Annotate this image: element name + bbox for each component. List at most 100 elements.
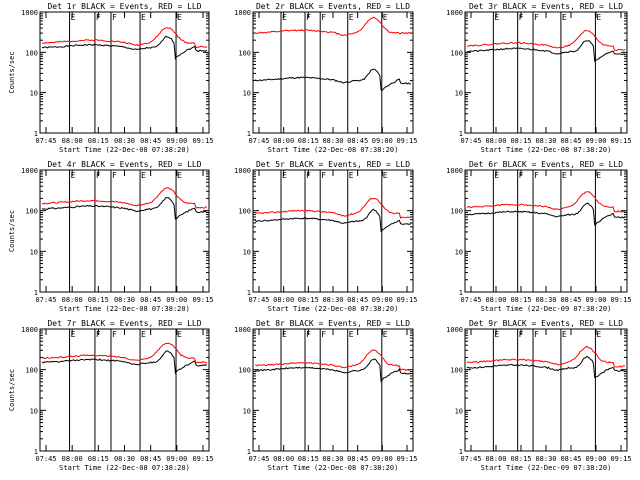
- y-tick-label: 1000: [21, 167, 38, 175]
- series-events: [466, 355, 626, 379]
- series-events: [254, 68, 412, 91]
- marker-label: E: [177, 330, 182, 339]
- x-tick-label: 09:00: [372, 137, 393, 145]
- x-tick-label: 08:00: [62, 455, 83, 463]
- y-tick-label: 1000: [446, 9, 463, 17]
- plot-frame: [464, 328, 628, 452]
- marker-label: E: [494, 13, 499, 22]
- marker-label: E: [562, 171, 567, 180]
- y-axis-label: Counts/sec: [8, 369, 16, 411]
- y-tick-label: 1000: [21, 9, 38, 17]
- panel-title: Det 5r BLACK = Events, RED = LLD: [256, 160, 410, 169]
- x-tick-label: 08:15: [298, 455, 319, 463]
- marker-label: F: [306, 330, 311, 339]
- x-tick-label: 09:00: [166, 137, 187, 145]
- panel-title: Det 2r BLACK = Events, RED = LLD: [256, 2, 410, 11]
- x-tick-label: 09:00: [585, 137, 606, 145]
- x-tick-label: 08:30: [535, 455, 556, 463]
- marker-label: F: [321, 171, 326, 180]
- x-tick-label: 08:30: [535, 137, 556, 145]
- x-tick-label: 08:00: [273, 296, 294, 304]
- y-tick-label: 100: [25, 208, 38, 216]
- x-tick-label: 08:30: [114, 296, 135, 304]
- y-tick-label: 100: [238, 208, 251, 216]
- x-tick-label: 08:30: [114, 137, 135, 145]
- x-tick-label: 08:45: [347, 455, 368, 463]
- marker-label: E: [562, 13, 567, 22]
- panel-8: Det 8r BLACK = Events, RED = LLD 1 10 100 10…: [234, 319, 417, 472]
- y-tick-label: 10: [30, 248, 38, 256]
- x-tick-label: 07:45: [35, 296, 56, 304]
- panel-title: Det 4r BLACK = Events, RED = LLD: [47, 160, 201, 169]
- marker-label: E: [383, 171, 388, 180]
- y-tick-label: 10: [30, 407, 38, 415]
- panel-title: Det 1r BLACK = Events, RED = LLD: [47, 2, 201, 11]
- x-tick-label: 07:45: [248, 137, 269, 145]
- marker-label: F: [306, 13, 311, 22]
- series-events: [255, 358, 412, 383]
- series-lld: [466, 345, 626, 368]
- x-tick-label: 08:30: [114, 455, 135, 463]
- series-events: [41, 35, 208, 60]
- marker-label: F: [321, 13, 326, 22]
- marker-label: F: [112, 330, 117, 339]
- y-tick-label: 1: [247, 289, 251, 297]
- series-events: [466, 202, 626, 226]
- panel-title: Det 3r BLACK = Events, RED = LLD: [469, 2, 623, 11]
- plot-frame: [252, 328, 414, 452]
- x-tick-label: 09:15: [192, 455, 213, 463]
- marker-label: E: [141, 171, 146, 180]
- plot-frame: [39, 328, 210, 452]
- x-tick-label: 09:15: [396, 137, 417, 145]
- y-tick-label: 1: [34, 448, 38, 456]
- panel-4: Det 4r BLACK = Events, RED = LLD 1 10 100 10…: [8, 160, 214, 313]
- y-tick-label: 100: [25, 367, 38, 375]
- x-tick-label: 07:45: [248, 296, 269, 304]
- x-tick-label: 08:00: [485, 455, 506, 463]
- y-tick-label: 10: [455, 248, 463, 256]
- plot-frame: [252, 169, 414, 293]
- x-tick-label: 08:15: [510, 296, 531, 304]
- y-axis-label: Counts/sec: [8, 51, 16, 93]
- x-tick-label: 08:45: [347, 296, 368, 304]
- y-tick-label: 10: [243, 90, 251, 98]
- marker-label: E: [383, 330, 388, 339]
- marker-label: F: [306, 171, 311, 180]
- panel-title: Det 7r BLACK = Events, RED = LLD: [47, 319, 201, 328]
- series-events: [41, 350, 208, 375]
- x-tick-label: 09:00: [372, 455, 393, 463]
- panel-title: Det 9r BLACK = Events, RED = LLD: [469, 319, 623, 328]
- x-tick-label: 07:45: [35, 137, 56, 145]
- y-tick-label: 1: [247, 448, 251, 456]
- marker-label: E: [282, 13, 287, 22]
- x-tick-label: 07:45: [460, 455, 481, 463]
- marker-label: F: [534, 171, 539, 180]
- marker-label: F: [519, 330, 524, 339]
- x-tick-label: 07:45: [460, 137, 481, 145]
- panel-title: Det 8r BLACK = Events, RED = LLD: [256, 319, 410, 328]
- marker-label: F: [321, 330, 326, 339]
- marker-label: F: [96, 171, 101, 180]
- marker-label: E: [282, 330, 287, 339]
- marker-label: F: [112, 171, 117, 180]
- x-tick-label: 07:45: [35, 455, 56, 463]
- x-tick-label: 09:15: [396, 296, 417, 304]
- series-lld: [254, 16, 412, 36]
- marker-label: E: [383, 13, 388, 22]
- x-tick-label: 08:15: [510, 137, 531, 145]
- marker-label: E: [282, 171, 287, 180]
- x-tick-label: 08:15: [88, 455, 109, 463]
- panel-3: Det 3r BLACK = Events, RED = LLD 1 10 100 10…: [446, 2, 631, 154]
- series-events: [467, 40, 626, 62]
- x-tick-label: 08:15: [298, 137, 319, 145]
- marker-label: E: [596, 330, 601, 339]
- y-tick-label: 1: [34, 289, 38, 297]
- y-tick-label: 1000: [446, 167, 463, 175]
- panel-7: Det 7r BLACK = Events, RED = LLD 1 10 100 10…: [8, 319, 214, 472]
- x-axis-label: Start Time (22-Dec-08 07:38:20): [59, 305, 190, 313]
- x-tick-label: 08:00: [485, 296, 506, 304]
- x-axis-label: Start Time (22-Dec-08 07:38:20): [59, 464, 190, 472]
- x-tick-label: 08:30: [322, 296, 343, 304]
- marker-label: E: [494, 330, 499, 339]
- marker-label: E: [71, 171, 76, 180]
